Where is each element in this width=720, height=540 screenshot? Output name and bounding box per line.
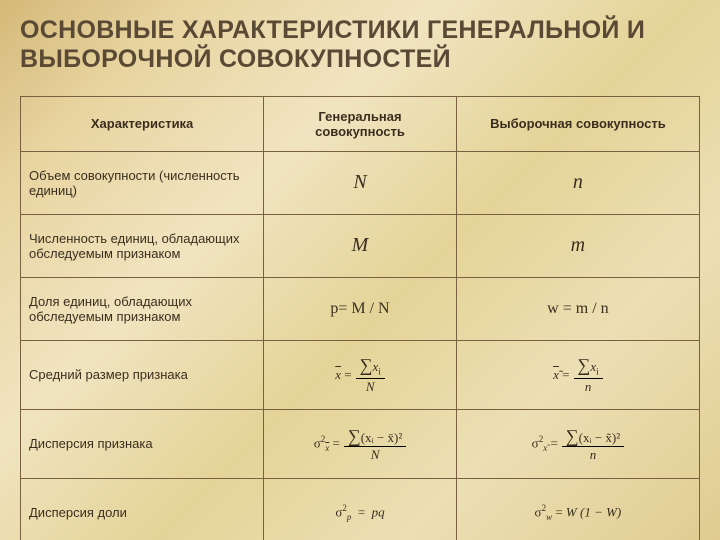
cell-general: p= M / N	[264, 277, 457, 340]
table-row: Объем совокупности (численность единиц) …	[21, 151, 700, 214]
cell-label: Дисперсия признака	[21, 409, 264, 478]
formula-mean-sample: x̃ = ∑xi n	[553, 356, 603, 393]
cell-general: σ2p = pq	[264, 478, 457, 540]
cell-label: Численность единиц, обладающих обследуем…	[21, 214, 264, 277]
header-characteristic: Характеристика	[21, 96, 264, 151]
formula-var-sample: σ2x̃ = ∑(xᵢ − x̃)² n	[532, 427, 624, 461]
header-sample: Выборочная совокупность	[456, 96, 699, 151]
table-row: Доля единиц, обладающих обследуемым приз…	[21, 277, 700, 340]
cell-sample: m	[456, 214, 699, 277]
symbol-m: m	[571, 234, 585, 256]
characteristics-table: Характеристика Генеральная совокупность …	[20, 96, 700, 540]
cell-label: Объем совокупности (численность единиц)	[21, 151, 264, 214]
symbol-M: M	[352, 234, 369, 256]
formula-varprop-general: σ2p = pq	[335, 503, 384, 522]
formula-w: w = m / n	[547, 300, 608, 317]
symbol-n: n	[573, 171, 583, 193]
table-row: Дисперсия признака σ2x = ∑(xᵢ − x̄)² N σ…	[21, 409, 700, 478]
cell-sample: x̃ = ∑xi n	[456, 340, 699, 409]
cell-general: M	[264, 214, 457, 277]
header-row: Характеристика Генеральная совокупность …	[21, 96, 700, 151]
cell-label: Доля единиц, обладающих обследуемым приз…	[21, 277, 264, 340]
table-row: Средний размер признака x = ∑xi N x̃ =	[21, 340, 700, 409]
table-row: Дисперсия доли σ2p = pq σ2w = W (1 − W)	[21, 478, 700, 540]
table-row: Численность единиц, обладающих обследуем…	[21, 214, 700, 277]
symbol-N: N	[353, 171, 366, 193]
formula-p: p= M / N	[330, 300, 389, 317]
cell-general: σ2x = ∑(xᵢ − x̄)² N	[264, 409, 457, 478]
formula-varprop-sample: σ2w = W (1 − W)	[535, 503, 622, 522]
cell-general: N	[264, 151, 457, 214]
cell-general: x = ∑xi N	[264, 340, 457, 409]
cell-label: Дисперсия доли	[21, 478, 264, 540]
page-title: ОСНОВНЫЕ ХАРАКТЕРИСТИКИ ГЕНЕРАЛЬНОЙ И ВЫ…	[20, 16, 700, 74]
cell-sample: σ2x̃ = ∑(xᵢ − x̃)² n	[456, 409, 699, 478]
formula-var-general: σ2x = ∑(xᵢ − x̄)² N	[314, 427, 406, 461]
formula-mean-general: x = ∑xi N	[335, 356, 385, 393]
cell-sample: n	[456, 151, 699, 214]
header-general: Генеральная совокупность	[264, 96, 457, 151]
cell-label: Средний размер признака	[21, 340, 264, 409]
slide: ОСНОВНЫЕ ХАРАКТЕРИСТИКИ ГЕНЕРАЛЬНОЙ И ВЫ…	[0, 0, 720, 540]
cell-sample: w = m / n	[456, 277, 699, 340]
cell-sample: σ2w = W (1 − W)	[456, 478, 699, 540]
